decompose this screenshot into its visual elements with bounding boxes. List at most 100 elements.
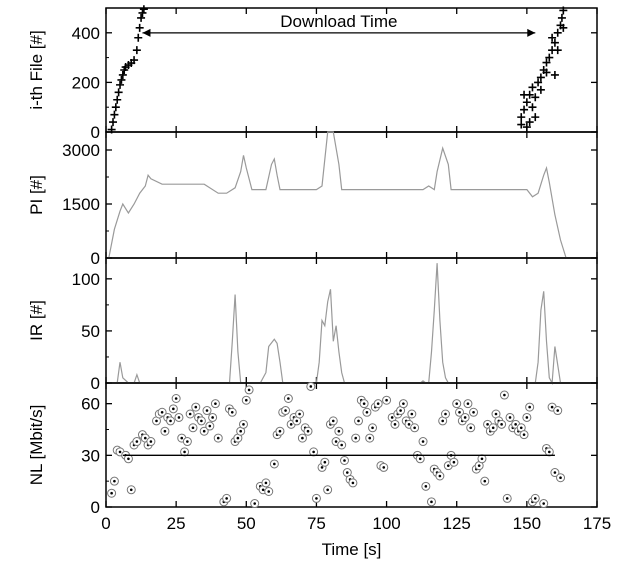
nl-xtick-label: 25 (167, 514, 186, 533)
file-data-point (559, 23, 568, 32)
nl-xtick-label: 0 (101, 514, 110, 533)
file-data-point (542, 68, 551, 77)
file-data-point (528, 103, 537, 112)
file-annotation-text: Download Time (280, 12, 397, 31)
nl-data-point (410, 423, 420, 433)
file-data-point (559, 6, 568, 15)
file-data-point (531, 93, 540, 102)
nl-data-point (185, 409, 195, 419)
nl-data-point (348, 478, 358, 488)
nl-data-point (160, 426, 170, 436)
nl-data-point (306, 381, 316, 391)
nl-data-point (191, 402, 201, 412)
file-data-point (138, 8, 147, 17)
nl-data-point (449, 457, 459, 467)
nl-data-point (553, 406, 563, 416)
file-data-point (134, 33, 143, 42)
nl-xtick-label: 75 (307, 514, 326, 533)
file-data-point (525, 118, 534, 127)
file-data-point (542, 58, 551, 67)
pi-ylabel: PI [#] (27, 175, 46, 215)
file-data-point (520, 105, 529, 114)
nl-data-point (174, 412, 184, 422)
nl-data-point (132, 437, 142, 447)
nl-data-point (297, 433, 307, 443)
nl-data-point (281, 406, 291, 416)
file-data-point (557, 13, 566, 22)
file-ytick-label: 0 (91, 123, 100, 142)
file-data-point (520, 90, 529, 99)
file-data-point (135, 23, 144, 32)
file-data-point (550, 70, 559, 79)
nl-data-point (488, 423, 498, 433)
nl-data-point (109, 476, 119, 486)
file-annotation-arrowhead-right (527, 28, 536, 37)
file-data-point (111, 103, 120, 112)
nl-data-point (337, 440, 347, 450)
file-data-point (130, 56, 139, 65)
nl-data-point (426, 497, 436, 507)
nl-data-point (250, 499, 260, 509)
nl-data-point (311, 493, 321, 503)
nl-data-point (418, 437, 428, 447)
nl-data-point (452, 399, 462, 409)
ir-ylabel: IR [#] (27, 300, 46, 341)
nl-data-point (269, 459, 279, 469)
nl-data-point (530, 493, 540, 503)
nl-data-point (455, 407, 465, 417)
nl-data-point (398, 399, 408, 409)
nl-data-point (519, 430, 529, 440)
file-data-point (545, 53, 554, 62)
file-data-point (517, 113, 526, 122)
file-data-point (117, 75, 126, 84)
nl-xlabel: Time [s] (322, 540, 382, 559)
nl-data-point (199, 426, 209, 436)
nl-data-point (227, 407, 237, 417)
file-data-point (116, 80, 125, 89)
nl-data-point (359, 399, 369, 409)
nl-data-point (166, 416, 176, 426)
nl-data-point (342, 468, 352, 478)
nl-data-point (497, 419, 507, 429)
nl-data-point (505, 412, 515, 422)
nl-data-point (460, 412, 470, 422)
nl-data-point (295, 409, 305, 419)
file-data-point (522, 123, 531, 132)
nl-data-point (421, 481, 431, 491)
nl-data-point (238, 419, 248, 429)
file-ytick-label: 200 (72, 73, 100, 92)
file-data-point (137, 13, 146, 22)
file-ylabel: i-th File [#] (27, 30, 46, 109)
nl-data-point (382, 395, 392, 405)
file-ytick-label: 400 (72, 24, 100, 43)
nl-data-point (440, 409, 450, 419)
nl-data-point (339, 456, 349, 465)
nl-data-point (213, 433, 223, 443)
nl-data-point (264, 487, 274, 496)
pi-series-line (108, 131, 567, 259)
file-data-point (550, 38, 559, 47)
nl-data-point (407, 409, 417, 419)
pi-panel-frame (105, 131, 598, 259)
nl-data-point (362, 407, 372, 417)
nl-data-point (182, 437, 192, 447)
nl-data-point (550, 468, 560, 478)
ir-panel-frame (105, 257, 598, 384)
nl-data-point (157, 407, 167, 417)
nl-data-point (244, 385, 254, 395)
file-data-point (113, 95, 122, 104)
nl-data-point (146, 437, 156, 447)
nl-ylabel: NL [Mbit/s] (27, 405, 46, 486)
nl-xtick-label: 175 (583, 514, 611, 533)
file-data-point (528, 83, 537, 92)
nl-data-point (463, 399, 473, 409)
file-data-point (536, 85, 545, 94)
file-data-point (534, 78, 543, 87)
nl-data-point (283, 394, 293, 403)
nl-data-point (107, 488, 117, 498)
nl-ytick-label: 30 (81, 446, 100, 465)
nl-data-point (379, 462, 389, 472)
nl-ytick-label: 0 (91, 498, 100, 517)
nl-data-point (202, 406, 212, 416)
